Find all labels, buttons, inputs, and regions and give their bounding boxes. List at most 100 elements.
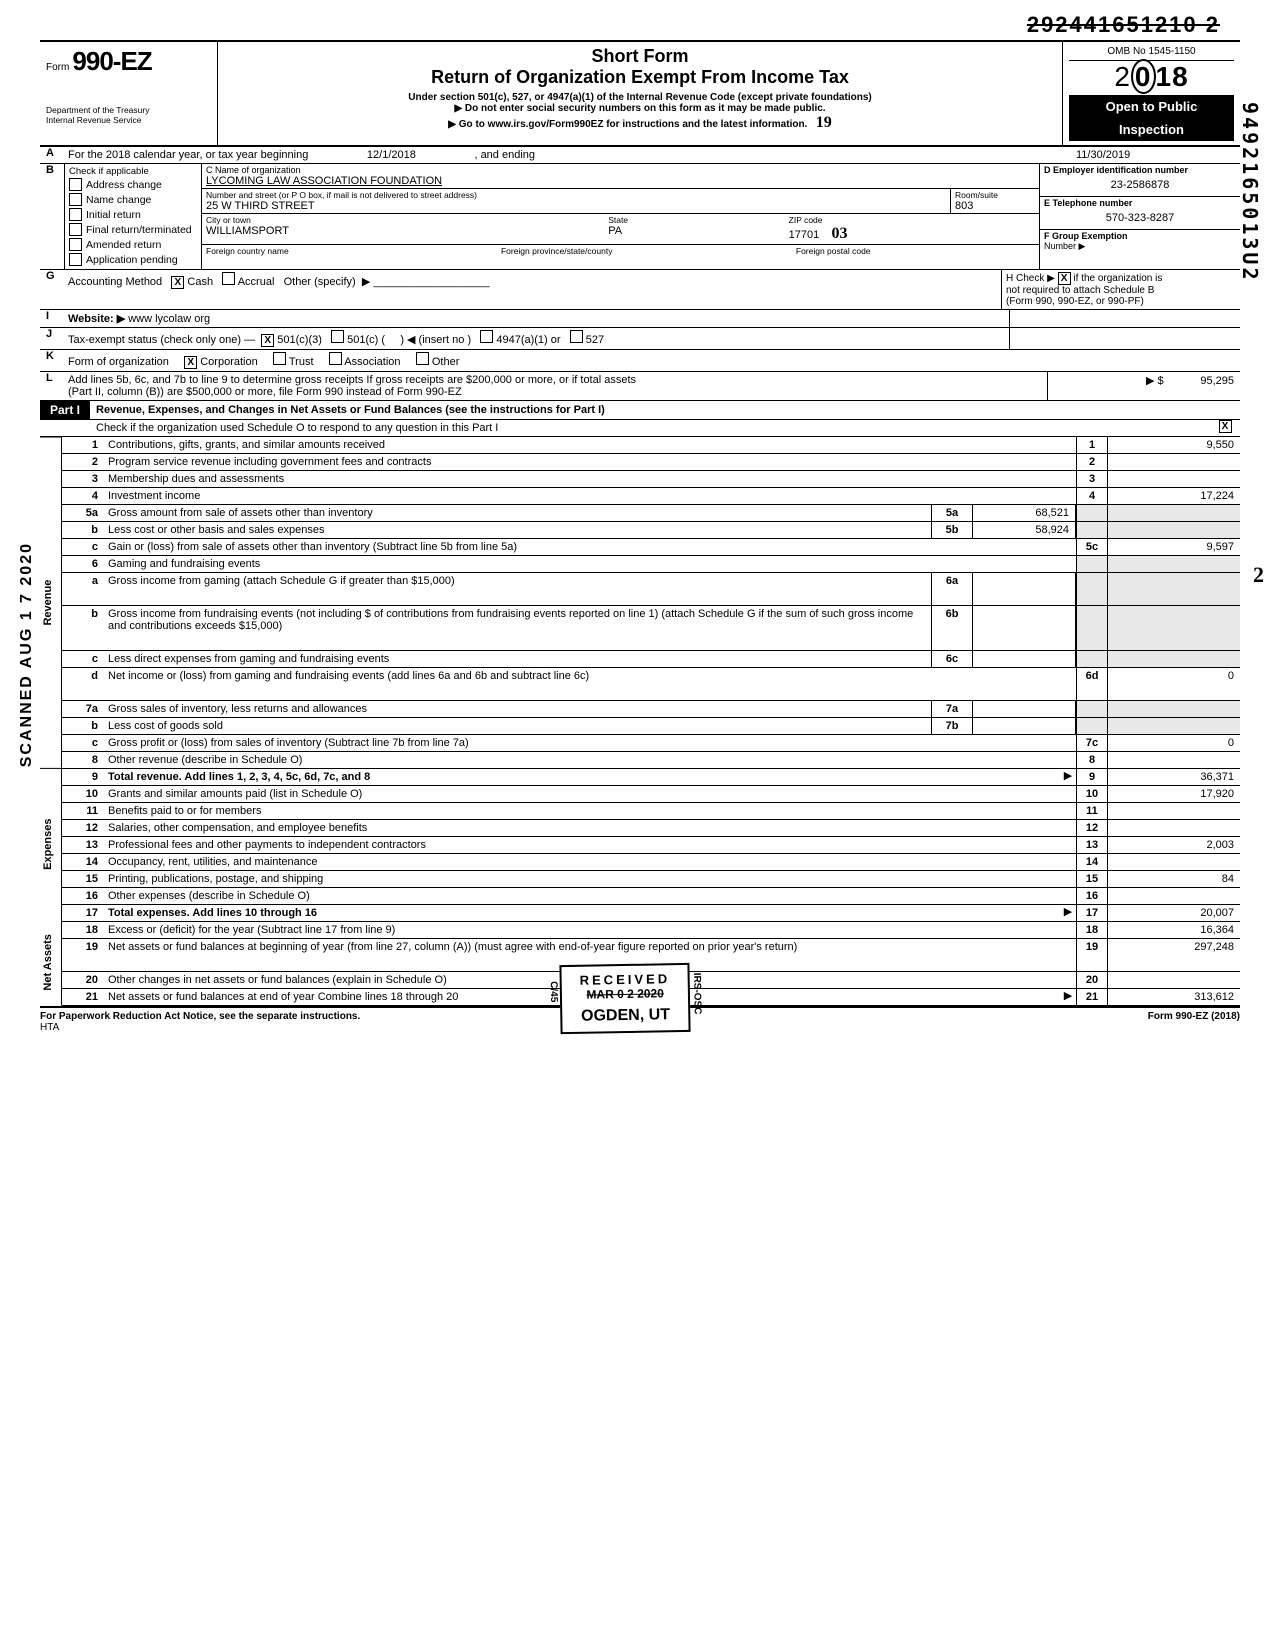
line-g: G Accounting Method X Cash Accrual Other… (40, 270, 1240, 310)
line-num-box (1076, 718, 1107, 734)
c-name-label: C Name of organization (206, 165, 1035, 175)
line-number: 19 (62, 939, 104, 971)
line-amount: 20,007 (1107, 905, 1240, 921)
j-a: 501(c)(3) (277, 334, 322, 346)
line-number: 14 (62, 854, 104, 870)
subtitle-3: Go to www.irs.gov/Form990EZ for instruct… (459, 119, 808, 130)
sub-line-box: 6b (931, 606, 973, 650)
line-desc: Other revenue (describe in Schedule O) (104, 752, 1076, 768)
accrual-label: Accrual (238, 276, 275, 288)
line-desc: Gaming and fundraising events (104, 556, 1076, 572)
checkbox-h[interactable]: X (1058, 272, 1071, 285)
line-amount (1107, 803, 1240, 819)
line-amount (1107, 454, 1240, 470)
line-number: c (62, 735, 104, 751)
line-a-pre: For the 2018 calendar year, or tax year … (68, 149, 308, 161)
line-num-box: 16 (1076, 888, 1107, 904)
line-num-box: 4 (1076, 488, 1107, 504)
other-label: Other (specify) (284, 276, 356, 288)
line-row: 11Benefits paid to or for members11 (62, 803, 1240, 820)
line-row: bGross income from fundraising events (n… (62, 606, 1240, 651)
checkbox-527[interactable] (570, 330, 583, 343)
line-l: L Add lines 5b, 6c, and 7b to line 9 to … (40, 372, 1240, 401)
line-desc: Occupancy, rent, utilities, and maintena… (104, 854, 1076, 870)
line-amount: 16,364 (1107, 922, 1240, 938)
line-row: cGain or (loss) from sale of assets othe… (62, 539, 1240, 556)
scanned-stamp: SCANNED AUG 1 7 2020 (18, 542, 36, 767)
line-num-box: 21 (1076, 989, 1107, 1005)
line-row: 13Professional fees and other payments t… (62, 837, 1240, 854)
line-amount (1107, 651, 1240, 667)
checkbox-accrual[interactable] (222, 272, 235, 285)
line-amount (1107, 505, 1240, 521)
line-number: a (62, 573, 104, 605)
line-desc: Benefits paid to or for members (104, 803, 1076, 819)
checkbox-corp[interactable]: X (184, 356, 197, 369)
checkbox[interactable] (69, 253, 82, 266)
checkbox[interactable] (69, 223, 82, 236)
part1-label: Part I (40, 401, 90, 419)
tax-year-end: 11/30/2019 (1072, 147, 1240, 163)
city-val: WILLIAMSPORT (206, 225, 600, 237)
line-desc: Less direct expenses from gaming and fun… (104, 651, 931, 667)
part1-header: Part I Revenue, Expenses, and Changes in… (40, 401, 1240, 420)
line-row: cLess direct expenses from gaming and fu… (62, 651, 1240, 668)
line-number: 18 (62, 922, 104, 938)
b-opt: Name change (86, 194, 151, 206)
line-num-box: 5c (1076, 539, 1107, 555)
line-number: 2 (62, 454, 104, 470)
k-d: Other (432, 356, 460, 368)
line-row: 14Occupancy, rent, utilities, and mainte… (62, 854, 1240, 871)
room-label: Room/suite (955, 190, 1035, 200)
line-num-box: 12 (1076, 820, 1107, 836)
checkbox[interactable] (69, 178, 82, 191)
revenue-label: Revenue (40, 437, 62, 768)
k-a: Corporation (200, 356, 257, 368)
line-amount: 313,612 (1107, 989, 1240, 1005)
title-main: Return of Organization Exempt From Incom… (224, 67, 1056, 88)
checkbox[interactable] (69, 208, 82, 221)
line-desc: Gain or (loss) from sale of assets other… (104, 539, 1076, 555)
line-number: 16 (62, 888, 104, 904)
sub-line-val: 58,924 (973, 522, 1076, 538)
checkbox-501c[interactable] (331, 330, 344, 343)
checkbox-assoc[interactable] (329, 352, 342, 365)
line-row: 18Excess or (deficit) for the year (Subt… (62, 922, 1240, 939)
checkbox-trust[interactable] (273, 352, 286, 365)
checkbox-501c3[interactable]: X (261, 334, 274, 347)
h-l2: if the organization is (1073, 273, 1162, 284)
line-num-box: 20 (1076, 972, 1107, 988)
checkbox[interactable] (69, 193, 82, 206)
j-c: ) ◀ (insert no ) (400, 334, 471, 346)
h-l3: not required to attach Schedule B (1006, 285, 1154, 296)
line-number: 13 (62, 837, 104, 853)
checkbox-4947[interactable] (480, 330, 493, 343)
checkbox-cash[interactable]: X (171, 276, 184, 289)
arrow-icon: ▶ (1060, 905, 1076, 921)
checkbox-schedule-o[interactable]: X (1219, 420, 1232, 433)
k-c: Association (344, 356, 400, 368)
line-amount (1107, 718, 1240, 734)
line-number: 15 (62, 871, 104, 887)
checkbox-other[interactable] (416, 352, 429, 365)
entity-block: B Check if applicable Address change Nam… (40, 164, 1240, 270)
line-amount (1107, 752, 1240, 768)
sub-line-box: 5b (931, 522, 973, 538)
checkbox[interactable] (69, 238, 82, 251)
acct-method-label: Accounting Method (68, 276, 162, 288)
hand-2: 2 (1253, 562, 1264, 588)
line-num-box: 2 (1076, 454, 1107, 470)
line-num-box (1076, 573, 1107, 605)
open-public-2: Inspection (1069, 118, 1234, 141)
tax-year: 2018 (1069, 61, 1234, 93)
k-b: Trust (289, 356, 314, 368)
hand-03: 03 (831, 225, 847, 242)
line-number: c (62, 539, 104, 555)
sub-line-val (973, 606, 1076, 650)
line-row: 7aGross sales of inventory, less returns… (62, 701, 1240, 718)
line-row: 8Other revenue (describe in Schedule O)8 (62, 752, 1240, 769)
line-k: K Form of organization X Corporation Tru… (40, 350, 1240, 372)
line-desc: Program service revenue including govern… (104, 454, 1076, 470)
arrow-icon: ▶ (454, 103, 462, 114)
crossed-dln: 292441651210 2 (1027, 12, 1220, 38)
